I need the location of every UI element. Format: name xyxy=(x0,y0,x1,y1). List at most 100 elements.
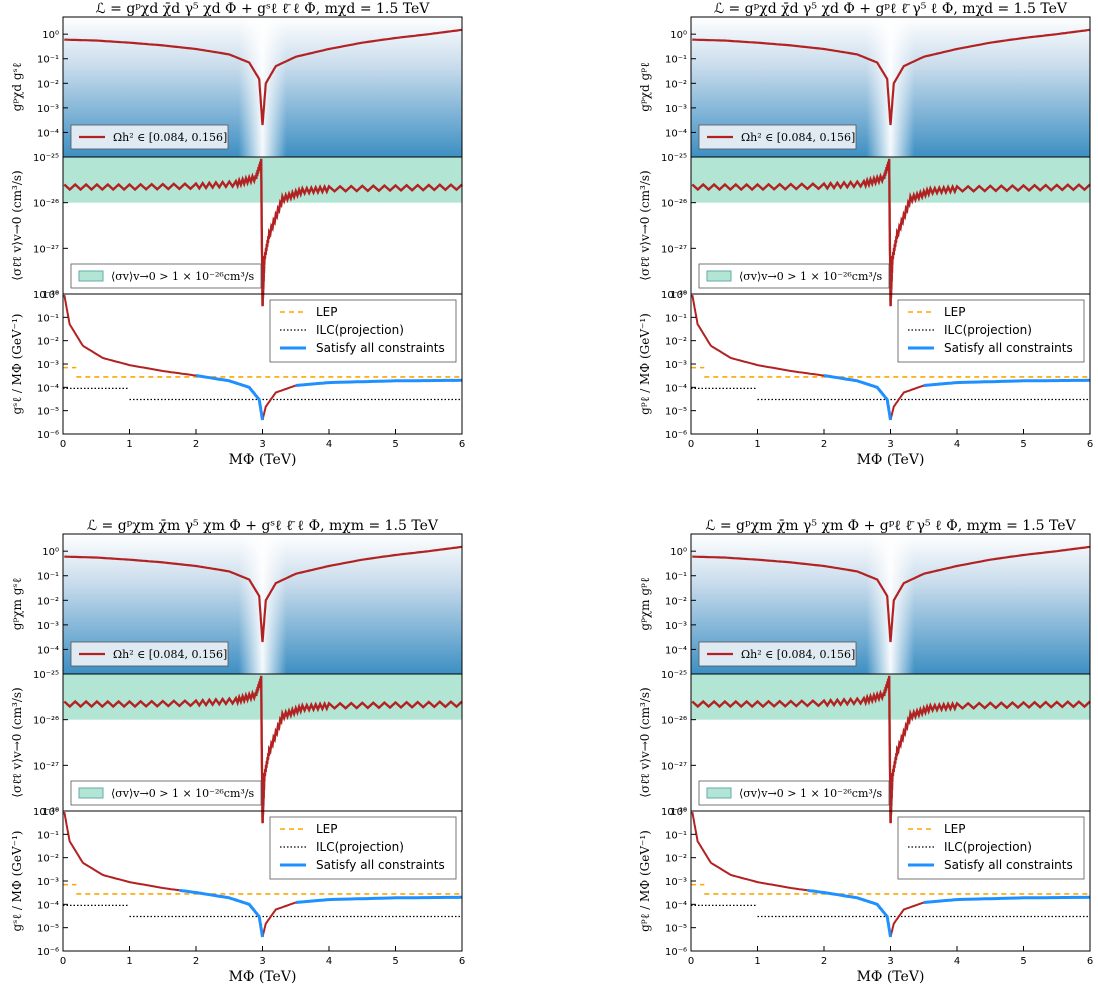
xtick-label: 6 xyxy=(1087,956,1093,967)
chart-title: ℒ = gᵖχd χ̄d γ⁵ χd Φ + gˢℓ ℓ̄ ℓ Φ, mχd =… xyxy=(96,1,431,17)
mid-ytick-label: 10⁻²⁷ xyxy=(661,761,687,772)
top-ytick-label: 10⁻¹ xyxy=(665,55,687,66)
xtick-label: 4 xyxy=(954,439,960,450)
legend-label-band: ⟨σv⟩v→0 > 1 × 10⁻²⁶cm³/s xyxy=(111,270,254,283)
relic-curve-bottom xyxy=(63,294,197,377)
top-ytick-label: 10⁻⁴ xyxy=(37,128,59,139)
top-legend: Ωh² ∈ [0.084, 0.156] xyxy=(698,641,857,667)
bot-ytick-label: 10⁻³ xyxy=(37,877,59,888)
allowed-curve-right xyxy=(295,378,463,387)
xtick-label: 3 xyxy=(887,956,893,967)
mid-ytick-label: 10⁻²⁷ xyxy=(33,761,59,772)
xtick-label: 1 xyxy=(754,439,760,450)
bot-ytick-label: 10⁻⁵ xyxy=(37,407,59,418)
xtick-label: 2 xyxy=(821,439,827,450)
legend-label-relic: Ωh² ∈ [0.084, 0.156] xyxy=(741,648,855,661)
subplot-3: ℒ = gᵖχm χ̄m γ⁵ χm Φ + gˢℓ ℓ̄ ℓ Φ, mχm =… xyxy=(10,518,465,985)
x-axis-label: MΦ (TeV) xyxy=(229,969,297,985)
legend-label-lep: LEP xyxy=(316,822,338,836)
bottom-ylabel: gᵖℓ / MΦ (GeV⁻¹) xyxy=(638,313,652,415)
legend-label-band: ⟨σv⟩v→0 > 1 × 10⁻²⁶cm³/s xyxy=(739,270,882,283)
xtick-label: 6 xyxy=(1087,439,1093,450)
top-ylabel: gᵖχm gˢℓ xyxy=(10,578,24,631)
mid-ytick-label: 10⁻²⁵ xyxy=(661,153,687,164)
legend-label-relic: Ωh² ∈ [0.084, 0.156] xyxy=(113,131,227,144)
legend-box xyxy=(70,780,262,806)
middle-ylabel: ⟨σℓ̄ℓ v⟩v→0 (cm³/s) xyxy=(638,687,652,797)
top-ytick-label: 10⁻² xyxy=(665,79,687,90)
cross-section-curve xyxy=(691,675,1091,824)
top-ytick-label: 10⁻³ xyxy=(37,104,59,115)
legend-label-allowed: Satisfy all constraints xyxy=(944,341,1073,355)
middle-ylabel: ⟨σℓ̄ℓ v⟩v→0 (cm³/s) xyxy=(10,170,24,280)
xtick-label: 3 xyxy=(259,439,265,450)
chart-title: ℒ = gᵖχm χ̄m γ⁵ χm Φ + gᵖℓ ℓ̄ γ⁵ ℓ Φ, mχ… xyxy=(705,518,1076,534)
legend-label-ilc: ILC(projection) xyxy=(944,840,1032,854)
cross-section-curve xyxy=(691,158,1091,307)
mid-ytick-label: 10⁻²⁶ xyxy=(33,199,59,210)
xtick-label: 6 xyxy=(459,439,465,450)
bot-ytick-label: 10⁰ xyxy=(42,807,59,818)
legend-box xyxy=(269,299,457,363)
legend-label-lep: LEP xyxy=(944,305,966,319)
mid-ytick-label: 10⁻²⁵ xyxy=(33,153,59,164)
relic-curve-bottom-right xyxy=(261,384,297,421)
xtick-label: 5 xyxy=(1020,956,1026,967)
legend-label-ilc: ILC(projection) xyxy=(316,323,404,337)
xtick-label: 5 xyxy=(1020,439,1026,450)
xtick-label: 5 xyxy=(392,956,398,967)
bot-ytick-label: 10⁻⁶ xyxy=(665,947,687,958)
top-ytick-label: 10⁻² xyxy=(37,79,59,90)
bot-ytick-label: 10⁰ xyxy=(670,290,687,301)
mid-ytick-label: 10⁻²⁶ xyxy=(33,716,59,727)
middle-ylabel: ⟨σℓ̄ℓ v⟩v→0 (cm³/s) xyxy=(10,687,24,797)
legend-label-lep: LEP xyxy=(316,305,338,319)
xtick-label: 2 xyxy=(193,956,199,967)
bot-ytick-label: 10⁻² xyxy=(665,854,687,865)
bot-ytick-label: 10⁻⁵ xyxy=(37,924,59,935)
relic-curve-bottom xyxy=(63,811,180,892)
top-ytick-label: 10⁻⁴ xyxy=(37,645,59,656)
bot-ytick-label: 10⁻² xyxy=(37,854,59,865)
bottom-legend: LEP ILC(projection) Satisfy all constraint… xyxy=(897,816,1085,880)
mid-ytick-label: 10⁻²⁸ xyxy=(661,807,687,818)
bottom-ylabel: gᵖℓ / MΦ (GeV⁻¹) xyxy=(638,830,652,932)
xtick-label: 2 xyxy=(193,439,199,450)
xtick-label: 0 xyxy=(688,956,694,967)
legend-box xyxy=(269,816,457,880)
cross-section-curve xyxy=(63,158,463,307)
xtick-label: 4 xyxy=(326,439,332,450)
relic-curve-top xyxy=(692,545,1091,643)
top-legend: Ωh² ∈ [0.084, 0.156] xyxy=(698,124,857,150)
allowed-curve-right xyxy=(923,895,1091,904)
top-ylabel: gᵖχm gᵖℓ xyxy=(638,577,652,630)
cross-section-curve xyxy=(63,675,463,824)
bot-ytick-label: 10⁻¹ xyxy=(665,830,687,841)
mid-ytick-label: 10⁻²⁸ xyxy=(661,290,687,301)
top-ytick-label: 10⁻² xyxy=(665,596,687,607)
relic-curve-bottom-right xyxy=(889,901,925,938)
allowed-curve-left xyxy=(807,888,892,938)
relic-curve-bottom-right xyxy=(261,901,297,938)
mid-ytick-label: 10⁻²⁵ xyxy=(33,670,59,681)
bot-ytick-label: 10⁻⁵ xyxy=(665,407,687,418)
legend-patch-band xyxy=(78,270,104,282)
xtick-label: 4 xyxy=(954,956,960,967)
xtick-label: 4 xyxy=(326,956,332,967)
allowed-curve-left xyxy=(179,888,264,938)
allowed-curve-left xyxy=(195,374,264,421)
top-ytick-label: 10⁻¹ xyxy=(665,572,687,583)
subplot-2: ℒ = gᵖχd χ̄d γ⁵ χd Φ + gᵖℓ ℓ̄ γ⁵ ℓ Φ, mχ… xyxy=(638,1,1093,468)
x-axis-label: MΦ (TeV) xyxy=(229,452,297,468)
mid-ytick-label: 10⁻²⁷ xyxy=(661,244,687,255)
relic-curve-top xyxy=(692,28,1091,126)
x-axis-label: MΦ (TeV) xyxy=(857,969,925,985)
top-ytick-label: 10⁻⁴ xyxy=(665,645,687,656)
relic-curve-bottom-right xyxy=(889,384,925,421)
top-legend: Ωh² ∈ [0.084, 0.156] xyxy=(70,641,229,667)
allowed-curve-right xyxy=(295,895,463,904)
bottom-legend: LEP ILC(projection) Satisfy all constraint… xyxy=(269,299,457,363)
top-ytick-label: 10⁻³ xyxy=(665,621,687,632)
legend-label-allowed: Satisfy all constraints xyxy=(944,858,1073,872)
bottom-legend: LEP ILC(projection) Satisfy all constraint… xyxy=(269,816,457,880)
